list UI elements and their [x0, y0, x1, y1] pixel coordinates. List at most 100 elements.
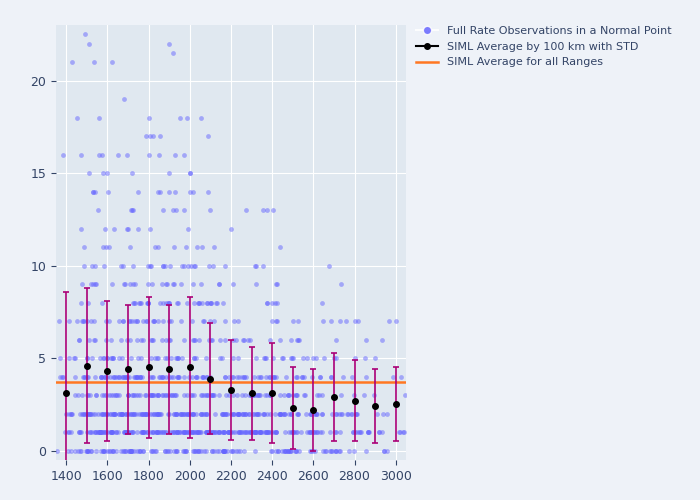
Point — [202, 428, 214, 436]
Point — [283, 446, 294, 454]
Point — [173, 372, 184, 380]
Point — [189, 428, 200, 436]
Point — [127, 446, 138, 454]
Point — [74, 336, 85, 344]
Point — [107, 428, 118, 436]
Point — [84, 391, 95, 399]
Point — [113, 317, 125, 325]
Point — [110, 391, 121, 399]
Point — [161, 336, 172, 344]
Point — [214, 428, 225, 436]
Point — [57, 150, 69, 158]
Point — [350, 410, 361, 418]
Point — [64, 410, 75, 418]
Point — [187, 372, 198, 380]
Point — [336, 410, 347, 418]
Point — [187, 317, 198, 325]
Point — [71, 114, 82, 122]
Point — [101, 410, 112, 418]
Point — [257, 206, 268, 214]
Point — [81, 410, 92, 418]
Point — [76, 391, 88, 399]
Point — [190, 446, 202, 454]
Point — [227, 336, 238, 344]
Point — [170, 410, 181, 418]
Point — [288, 391, 299, 399]
Point — [398, 428, 409, 436]
Point — [354, 428, 365, 436]
Point — [251, 391, 262, 399]
Point — [92, 428, 104, 436]
Point — [175, 410, 186, 418]
Point — [237, 372, 248, 380]
Point — [130, 280, 141, 288]
Point — [206, 298, 217, 306]
Point — [162, 410, 174, 418]
Point — [176, 410, 187, 418]
Point — [310, 428, 321, 436]
Point — [88, 280, 99, 288]
Point — [70, 354, 81, 362]
Point — [261, 410, 272, 418]
Point — [258, 354, 270, 362]
Point — [293, 336, 304, 344]
Point — [171, 354, 182, 362]
Point — [351, 410, 362, 418]
Point — [144, 372, 155, 380]
Point — [325, 446, 336, 454]
Point — [100, 243, 111, 251]
Point — [307, 428, 318, 436]
Point — [193, 336, 204, 344]
Point — [134, 298, 146, 306]
Point — [148, 410, 160, 418]
Point — [88, 410, 99, 418]
Point — [60, 428, 71, 436]
Point — [290, 372, 302, 380]
Point — [359, 354, 370, 362]
Point — [150, 410, 162, 418]
Point — [76, 298, 87, 306]
Point — [271, 428, 282, 436]
Point — [143, 280, 154, 288]
Point — [183, 410, 195, 418]
Point — [176, 410, 188, 418]
Point — [279, 446, 290, 454]
Point — [81, 446, 92, 454]
Point — [228, 391, 239, 399]
Point — [152, 354, 163, 362]
Point — [225, 224, 237, 232]
Point — [184, 188, 195, 196]
Point — [100, 428, 111, 436]
Point — [132, 372, 143, 380]
Point — [163, 298, 174, 306]
Point — [267, 206, 279, 214]
Point — [122, 428, 133, 436]
Point — [126, 317, 137, 325]
Point — [72, 446, 83, 454]
Point — [360, 372, 371, 380]
Point — [199, 391, 210, 399]
Point — [336, 410, 347, 418]
Point — [83, 410, 94, 418]
Point — [244, 391, 255, 399]
Point — [171, 391, 182, 399]
Point — [148, 428, 159, 436]
Point — [268, 372, 279, 380]
Point — [330, 354, 342, 362]
Point — [305, 410, 316, 418]
Point — [64, 317, 75, 325]
Point — [344, 446, 355, 454]
Point — [87, 354, 98, 362]
Point — [314, 428, 326, 436]
Point — [381, 446, 392, 454]
Point — [213, 428, 224, 436]
Point — [227, 372, 238, 380]
Point — [273, 410, 284, 418]
Point — [127, 206, 138, 214]
Point — [143, 298, 154, 306]
Point — [280, 372, 291, 380]
Point — [382, 410, 393, 418]
Point — [159, 446, 170, 454]
Point — [163, 336, 174, 344]
Point — [251, 428, 262, 436]
